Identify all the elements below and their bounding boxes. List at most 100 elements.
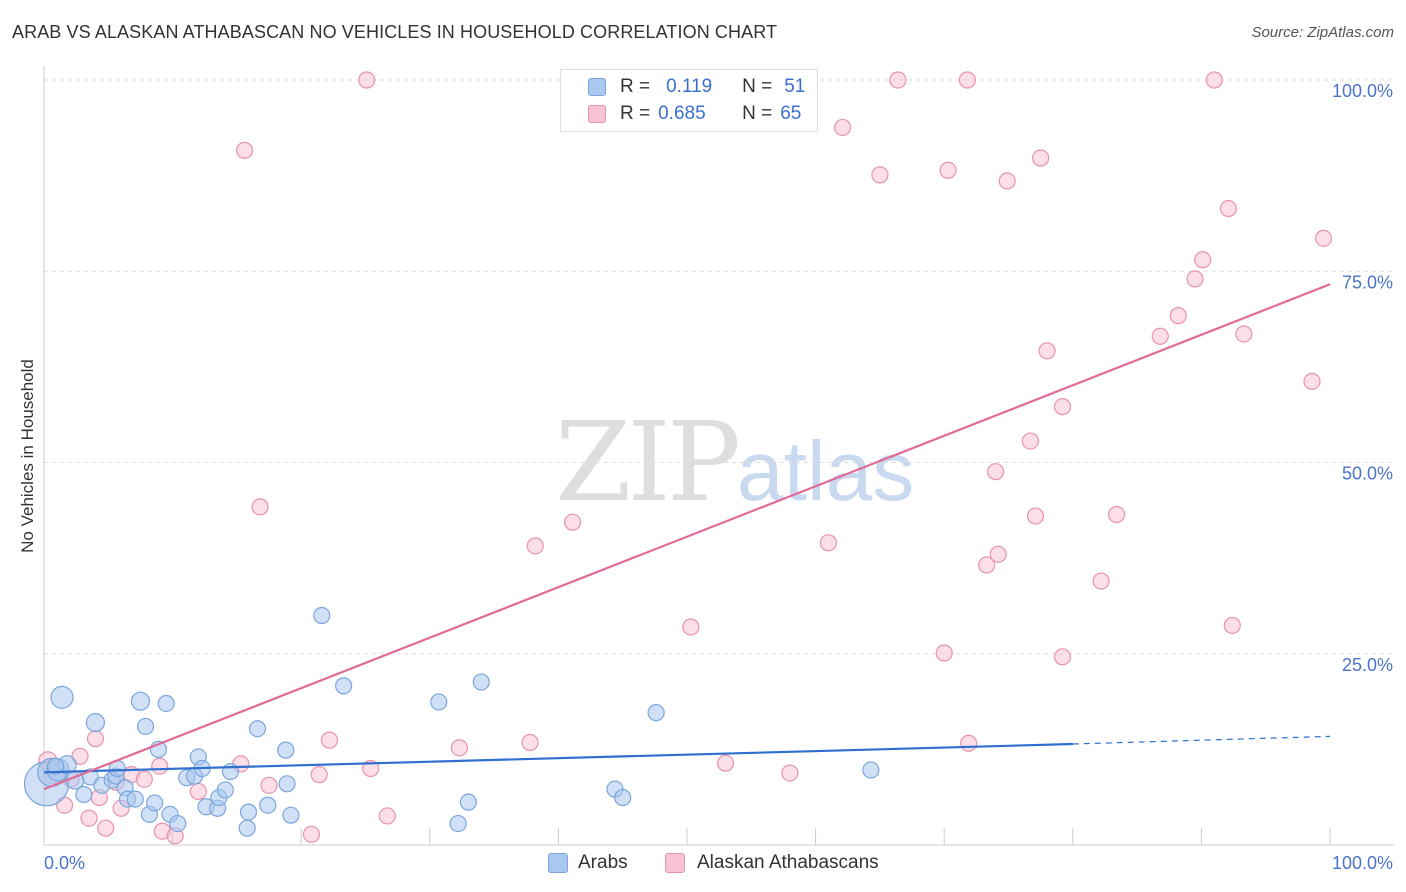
alaskan-point (563, 513, 582, 531)
alaskan-n-value: 65 (780, 103, 802, 124)
y-tick-label: 75.0% (1342, 272, 1393, 292)
alaskan-point (1219, 199, 1238, 218)
tick-labels: 25.0% 50.0% 75.0% 100.0% 0.0% 100.0% (44, 81, 1393, 873)
alaskan-point (1053, 648, 1072, 666)
legend-row-arabs: R = 0.119 N = 51 (588, 74, 805, 100)
alaskan-point (1169, 307, 1187, 325)
alaskan-point (889, 71, 907, 89)
alaskan-point (1092, 572, 1110, 590)
alaskan-point (978, 556, 996, 574)
alaskan-point (97, 819, 115, 837)
watermark: ZIPatlas (555, 398, 914, 526)
arab-point (50, 685, 74, 709)
alaskan-swatch (588, 105, 606, 123)
arab-point (130, 691, 151, 711)
alaskan-point (320, 731, 339, 749)
alaskan-point (1053, 398, 1072, 416)
alaskan-point (1205, 71, 1223, 89)
alaskan-point (987, 463, 1005, 481)
alaskan-point (1107, 505, 1126, 524)
arab-point (277, 741, 295, 759)
arab-point (238, 819, 256, 837)
arab-point (647, 704, 665, 722)
arab-point (472, 673, 490, 691)
y-tick-label: 100.0% (1332, 81, 1393, 101)
arab-trend-extension (1072, 735, 1331, 745)
alaskan-point (151, 757, 169, 775)
arab-trend-line (43, 742, 1073, 774)
bottom-arab-label: Arabs (578, 852, 628, 873)
alaskan-point (260, 776, 278, 794)
alaskan-point (189, 782, 207, 801)
alaskan-r-label: R = (620, 103, 651, 124)
arab-point (145, 794, 164, 812)
watermark-atlas: atlas (736, 424, 915, 518)
arab-n-value: 51 (784, 76, 806, 97)
alaskan-point (1194, 251, 1212, 269)
bottom-alaskan-label: Alaskan Athabascans (697, 852, 879, 873)
grid-lines (44, 79, 1394, 655)
arab-point (75, 785, 93, 804)
alaskan-point (1303, 372, 1321, 391)
arab-point (85, 712, 106, 733)
alaskan-point (1314, 229, 1333, 247)
alaskan-point (1038, 342, 1056, 360)
alaskan-trend-line (43, 283, 1331, 791)
alaskan-point (236, 141, 254, 159)
alaskan-point (135, 770, 153, 788)
arab-r-value: 0.119 (666, 76, 713, 97)
alaskan-point (989, 545, 1007, 563)
alaskan-point (834, 118, 852, 137)
arab-point (157, 694, 175, 713)
alaskan-point (1021, 432, 1039, 450)
arab-point (259, 796, 277, 814)
alaskan-point (939, 161, 957, 179)
alaskan-point (960, 734, 978, 752)
alaskan-point (819, 534, 838, 552)
alaskan-point (86, 730, 105, 748)
alaskan-point (781, 764, 799, 782)
bottom-alaskan-swatch (665, 853, 685, 873)
arab-point (46, 757, 65, 775)
x-tick-label-min: 0.0% (44, 853, 85, 873)
alaskan-r-value: 0.685 (658, 103, 706, 124)
y-tick-label: 50.0% (1342, 464, 1393, 484)
arab-point (278, 775, 296, 793)
bottom-legend-arabs: Arabs (548, 852, 628, 874)
arab-point (248, 720, 267, 738)
alaskan-point (302, 825, 321, 843)
alaskan-point (1235, 325, 1253, 343)
arab-r-label: R = (620, 76, 651, 97)
y-tick-label: 25.0% (1342, 655, 1393, 675)
arab-point (169, 814, 187, 833)
alaskan-point (378, 807, 396, 825)
arab-point (239, 803, 258, 821)
arab-point (126, 790, 144, 808)
arab-point (313, 606, 331, 625)
alaskan-point (682, 618, 700, 636)
alaskan-n-label: N = (742, 103, 773, 124)
alaskan-point (80, 809, 98, 827)
arab-point (282, 806, 300, 824)
alaskan-point (935, 644, 953, 662)
alaskan-point (310, 766, 328, 784)
correlation-legend: R = 0.119 N = 51 R = 0.685 N = 65 (560, 69, 818, 132)
legend-row-alaskan: R = 0.685 N = 65 (588, 101, 801, 127)
alaskan-point (1026, 507, 1045, 525)
alaskan-point (716, 754, 735, 772)
arab-swatch (588, 78, 606, 96)
alaskan-point (71, 747, 89, 765)
alaskan-point (1151, 327, 1169, 345)
alaskan-point (521, 733, 539, 752)
x-tick-label-max: 100.0% (1332, 853, 1393, 873)
alaskan-point (526, 537, 544, 555)
alaskan-point (1223, 616, 1241, 635)
alaskan-point (871, 166, 889, 184)
arab-point (459, 793, 477, 811)
alaskan-points (38, 71, 1333, 845)
alaskan-point (1032, 149, 1050, 167)
alaskan-point (958, 71, 976, 89)
arab-point (614, 788, 632, 807)
arab-points (23, 606, 880, 837)
